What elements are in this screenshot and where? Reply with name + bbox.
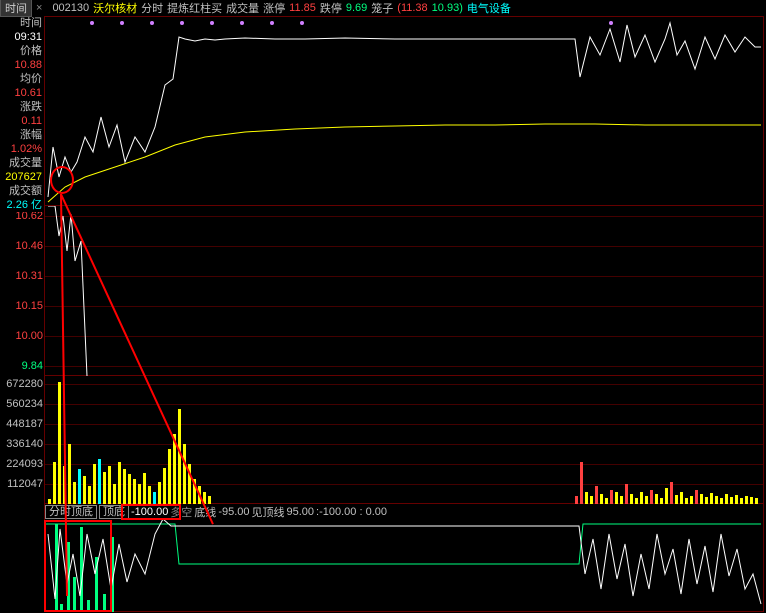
ind-title[interactable]: 分时顶底 — [45, 505, 97, 519]
limitup-label: 涨停 — [263, 0, 285, 16]
sb-price: 10.88 — [0, 58, 44, 72]
sb-pct-label: 涨幅 — [0, 128, 44, 142]
price-line-chart — [45, 17, 763, 207]
industry-label: 电气设备 — [467, 0, 511, 16]
tab-close[interactable]: × — [36, 2, 42, 14]
vol-label: 成交量 — [226, 0, 259, 16]
stock-code: 002130 — [52, 2, 89, 14]
period-label: 分时 — [141, 0, 163, 16]
annotation-box-2 — [44, 520, 112, 612]
limitdn-label: 跌停 — [320, 0, 342, 16]
sb-avg-label: 均价 — [0, 72, 44, 86]
main-price-panel[interactable] — [44, 16, 764, 206]
sb-chg: 0.11 — [0, 114, 44, 128]
cage-label: 笼子 — [371, 0, 393, 16]
price-axis-panel[interactable]: 10.6210.4610.3110.1510.009.84 — [44, 206, 764, 376]
sb-amt: 2.26 亿 — [0, 198, 44, 212]
ind-jdx-val: 95.00 — [287, 506, 315, 518]
limitdn-value: 9.69 — [346, 2, 367, 14]
sb-time-label: 时间 — [0, 16, 44, 30]
price-axis-chart — [45, 206, 763, 376]
tab-time[interactable]: 时间 — [0, 0, 32, 17]
sb-avg: 10.61 — [0, 86, 44, 100]
sb-price-label: 价格 — [0, 44, 44, 58]
chart-header: 时间 × 002130 沃尔核材 分时 提炼红柱买 成交量 涨停 11.85 跌… — [0, 0, 766, 16]
ind-pair: :-100.00 : 0.00 — [316, 506, 387, 518]
sb-time: 09:31 — [0, 30, 44, 44]
annotation-box-1 — [121, 504, 181, 520]
info-sidebar: 时间 09:31 价格 10.88 均价 10.61 涨跌 0.11 涨幅 1.… — [0, 16, 44, 212]
ind-dx-val: -95.00 — [218, 506, 249, 518]
sb-pct: 1.02% — [0, 142, 44, 156]
sb-vol-label: 成交量 — [0, 156, 44, 170]
annotation-circle — [50, 166, 74, 194]
sb-amt-label: 成交额 — [0, 184, 44, 198]
stock-name: 沃尔核材 — [93, 0, 137, 16]
cage-hi: (11.38 — [397, 2, 427, 14]
sb-chg-label: 涨跌 — [0, 100, 44, 114]
chart-area: 10.6210.4610.3110.1510.009.84 6722805602… — [44, 16, 764, 613]
limitup-value: 11.85 — [289, 2, 316, 14]
style-label: 提炼红柱买 — [167, 0, 222, 16]
indicator-panel[interactable]: 分时顶底 顶底 -100.00 多空 底线 -95.00 见顶线 95.00 :… — [44, 504, 764, 612]
cage-lo: 10.93) — [432, 2, 463, 14]
ind-jdx-label: 见顶线 — [252, 504, 285, 520]
sb-vol: 207627 — [0, 170, 44, 184]
indicator-chart — [45, 504, 763, 612]
